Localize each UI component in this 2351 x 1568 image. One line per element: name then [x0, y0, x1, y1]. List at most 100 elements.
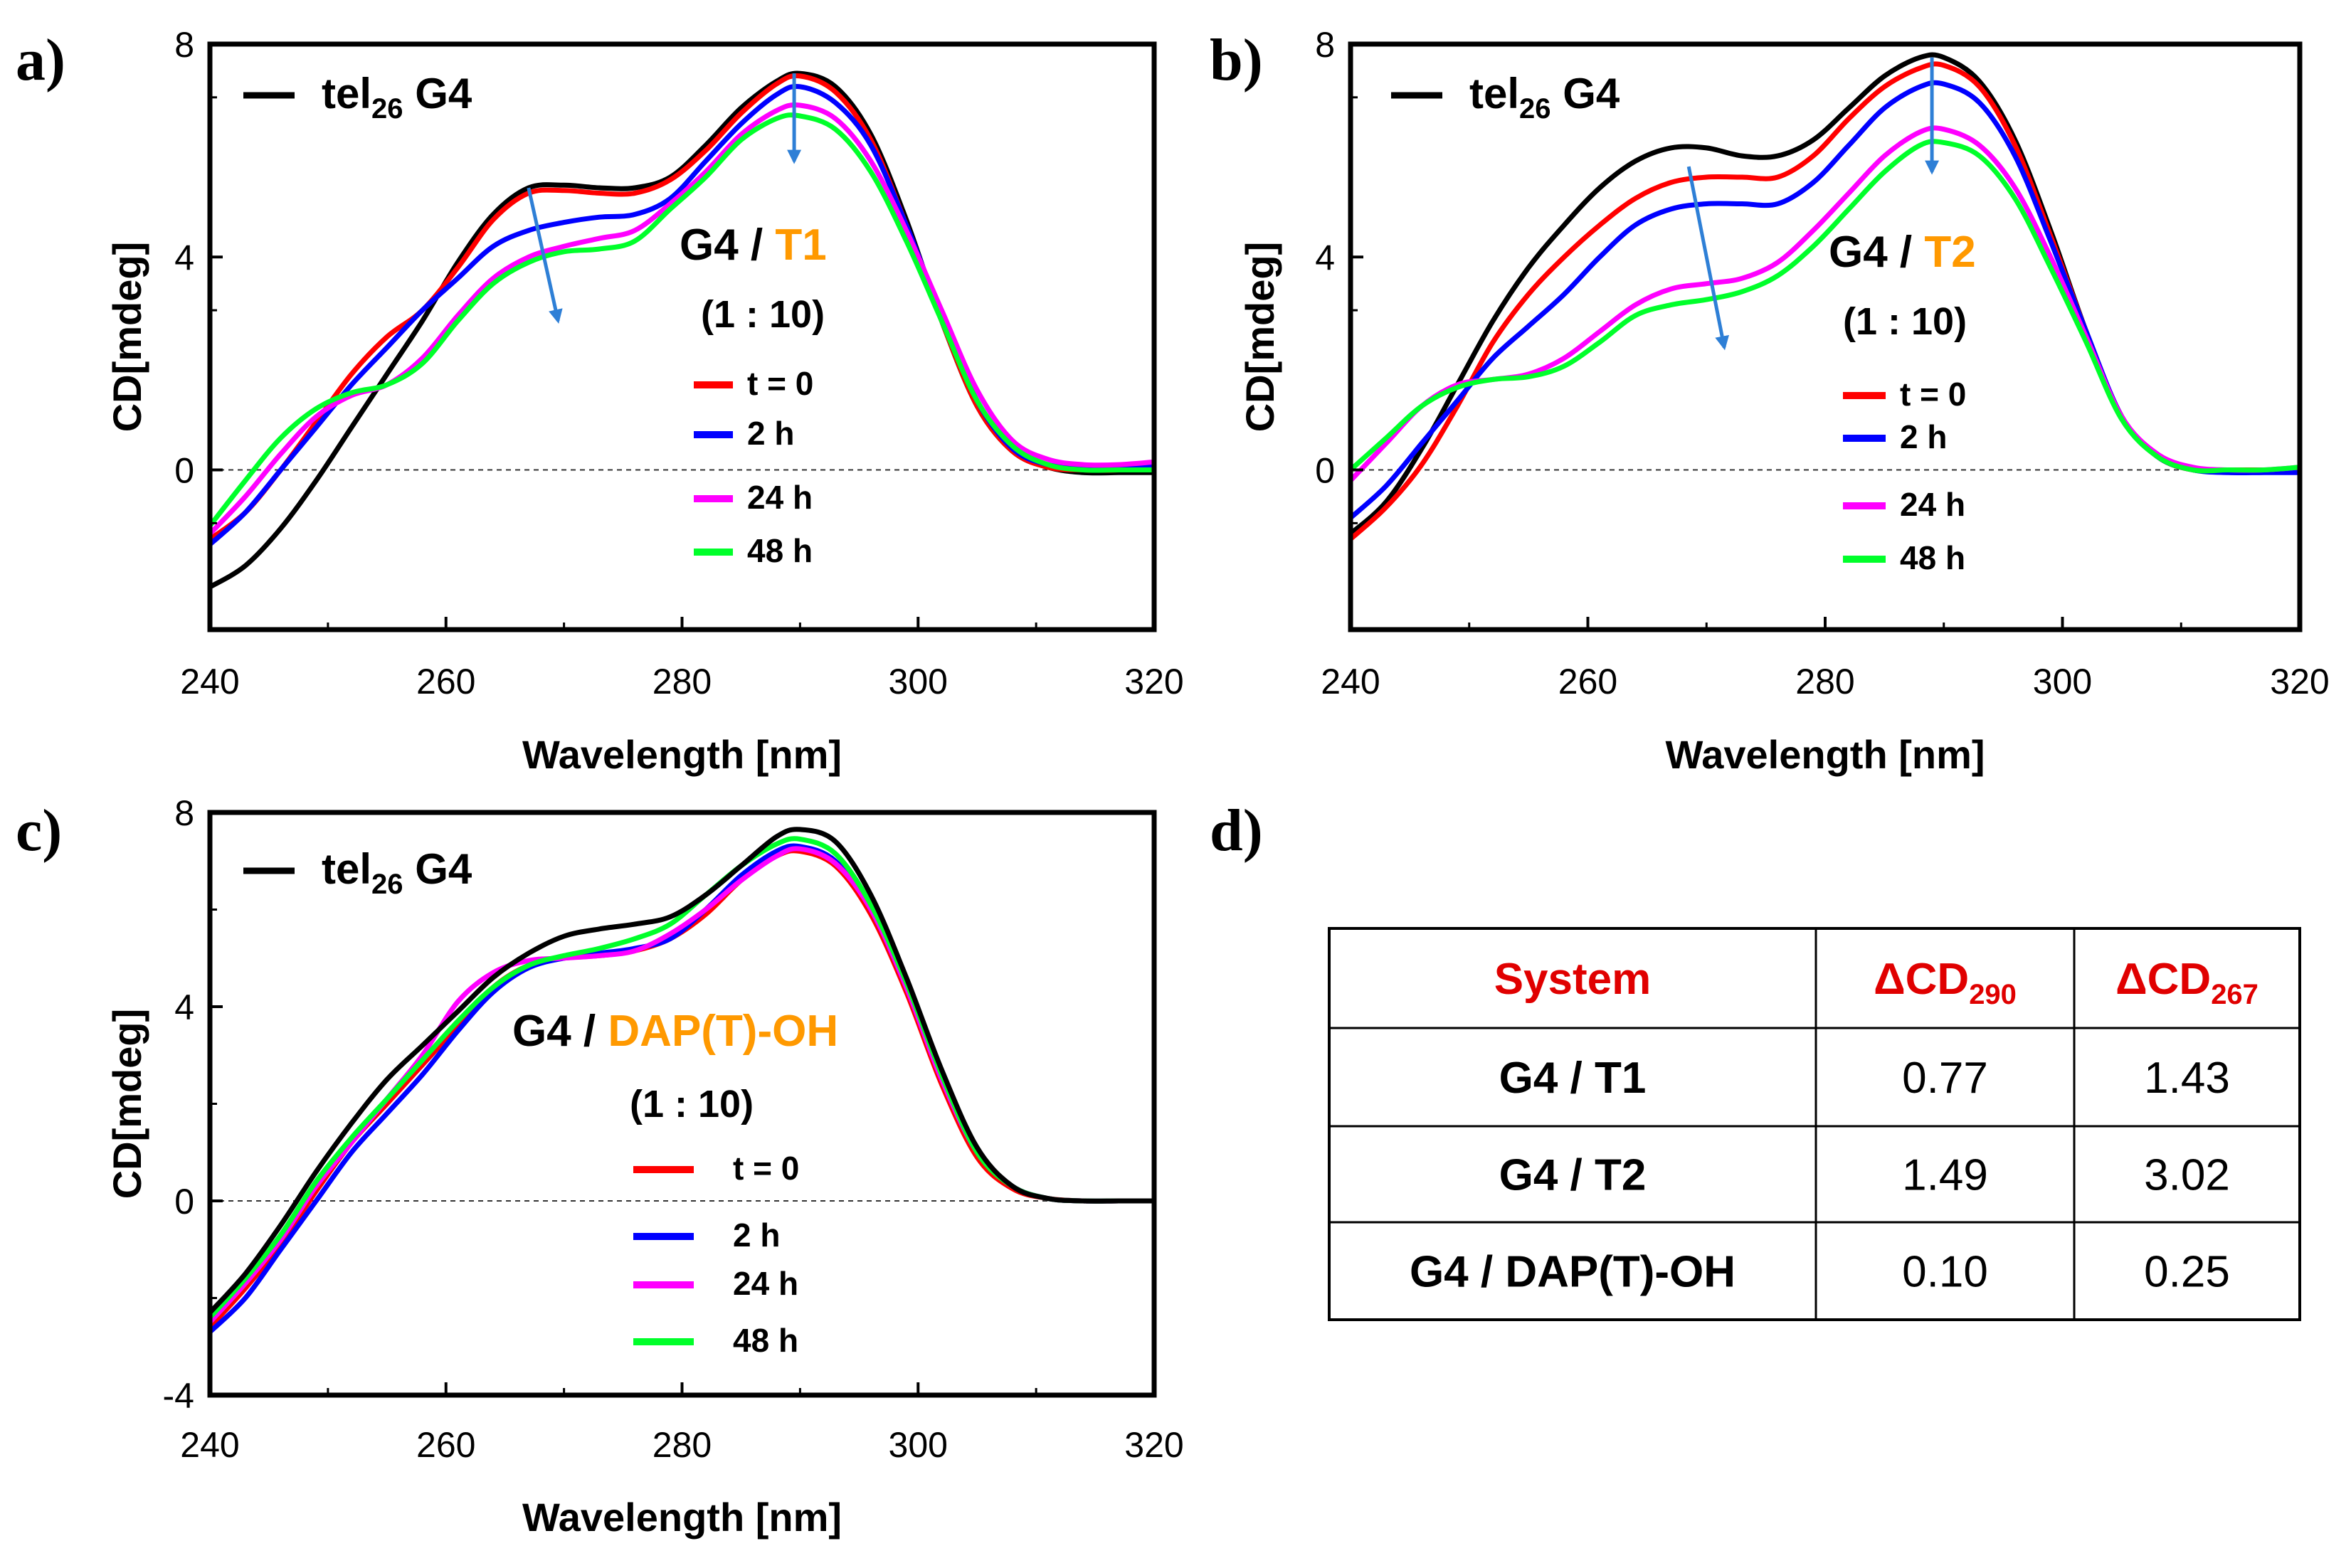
- legend-label-series: 48 h: [733, 1322, 798, 1359]
- y-tick-label: 4: [174, 987, 194, 1027]
- legend-label-series: 48 h: [747, 532, 813, 569]
- series-group: [210, 70, 1154, 590]
- legend-prefix: tel: [322, 845, 371, 893]
- legend-label-series: 2 h: [747, 415, 794, 452]
- ratio-label: (1 : 10): [701, 293, 825, 336]
- panel-letter: d): [1210, 798, 1263, 864]
- trend-arrow-0: [527, 187, 563, 324]
- panel-letter: c): [16, 798, 62, 864]
- header-main: ΔCD: [1874, 955, 1969, 1004]
- table-cell: 1.49: [1902, 1151, 1988, 1200]
- y-axis-title: CD[mdeg]: [1237, 242, 1282, 433]
- x-tick-label: 300: [2033, 662, 2092, 701]
- legend-suffix: G4: [403, 845, 472, 893]
- series-line-0: [1351, 52, 2300, 536]
- legend-label-series: 2 h: [733, 1217, 780, 1254]
- table-cell: 1.43: [2144, 1054, 2230, 1103]
- legend-label-series: 48 h: [1900, 539, 1965, 576]
- x-tick-label: 300: [889, 662, 948, 701]
- table-header-cell: System: [1494, 955, 1652, 1004]
- legend-label-series: 24 h: [733, 1265, 798, 1302]
- y-axis-title: CD[mdeg]: [105, 1009, 149, 1199]
- x-tick-label: 300: [889, 1425, 948, 1465]
- table-border: [1328, 927, 2301, 1321]
- legend-label-series: t = 0: [1900, 376, 1966, 413]
- panel-letter: b): [1210, 27, 1263, 93]
- x-axis-title: Wavelength [nm]: [522, 1495, 842, 1540]
- legend-label-series: t = 0: [747, 365, 813, 402]
- ratio-label: (1 : 10): [630, 1083, 754, 1125]
- chart-panel-1: b) 240 260 280 300 320 0 4 8 Wavelength [nm] CD[md…: [1210, 25, 2330, 777]
- system-ligand: T1: [775, 221, 826, 270]
- legend-label-tel26: tel26 G4: [322, 70, 472, 125]
- system-prefix: G4 /: [680, 221, 775, 270]
- system-ligand: DAP(T)-OH: [608, 1007, 838, 1056]
- x-tick-label: 260: [1558, 662, 1617, 701]
- table-cell: 0.77: [1902, 1054, 1988, 1103]
- trend-arrow-0: [1686, 166, 1729, 351]
- x-axis-title: Wavelength [nm]: [522, 732, 842, 777]
- legend-subscript: 26: [371, 869, 403, 900]
- y-tick-label: 8: [1315, 25, 1335, 65]
- series-line-1: [1351, 61, 2300, 542]
- header-subscript: 290: [1969, 979, 2017, 1010]
- table-cell: 0.25: [2144, 1248, 2230, 1297]
- system-prefix: G4 /: [1829, 228, 1924, 277]
- header-main: ΔCD: [2115, 955, 2211, 1004]
- x-tick-label: 280: [1795, 662, 1854, 701]
- x-tick-label: 320: [1124, 1425, 1183, 1465]
- chart-panel-0: a) 240 260 280 300 320 0 4 8 Wavelength [nm] CD[md…: [16, 25, 1184, 777]
- series-line-1: [210, 73, 1154, 542]
- legend-label-series: 24 h: [747, 479, 813, 516]
- table-cell: G4 / DAP(T)-OH: [1410, 1248, 1735, 1297]
- y-axis-title: CD[mdeg]: [105, 242, 149, 433]
- legend-label-tel26: tel26 G4: [322, 845, 472, 900]
- table-cell: 3.02: [2144, 1151, 2230, 1200]
- y-tick-label: 4: [174, 238, 194, 277]
- y-tick-label: -4: [163, 1376, 194, 1416]
- x-tick-label: 260: [416, 1425, 475, 1465]
- x-tick-label: 320: [1124, 662, 1183, 701]
- x-axis-title: Wavelength [nm]: [1665, 732, 1985, 777]
- system-ligand: T2: [1924, 228, 1975, 277]
- legend-label-series: t = 0: [733, 1150, 799, 1187]
- table-header-cell: ΔCD267: [2115, 955, 2258, 1010]
- series-line-4: [210, 827, 1154, 1315]
- legend-label-series: 2 h: [1900, 418, 1947, 455]
- legend-prefix: tel: [1469, 70, 1519, 117]
- legend-suffix: G4: [1551, 70, 1620, 117]
- y-tick-label: 0: [174, 451, 194, 491]
- y-tick-label: 8: [174, 793, 194, 833]
- x-tick-label: 260: [416, 662, 475, 701]
- table-header-cell: ΔCD290: [1874, 955, 2017, 1010]
- x-tick-label: 280: [653, 1425, 712, 1465]
- legend-label-tel26: tel26 G4: [1469, 70, 1620, 125]
- x-tick-label: 320: [2270, 662, 2329, 701]
- y-tick-label: 0: [174, 1182, 194, 1222]
- x-tick-label: 240: [180, 1425, 239, 1465]
- legend-prefix: tel: [322, 70, 371, 117]
- system-prefix: G4 /: [512, 1007, 608, 1056]
- system-label: G4 / T1: [680, 221, 827, 270]
- plot-frame: [207, 41, 1157, 632]
- series-group: [1351, 52, 2300, 542]
- table-cell: 0.10: [1902, 1248, 1988, 1297]
- legend-subscript: 26: [1519, 93, 1551, 125]
- chart-panel-2: c) 240 260 280 300 320 -4 0 4 8 Wavelength [nm] CD[…: [16, 793, 1184, 1540]
- series-line-3: [1351, 125, 2300, 483]
- series-line-0: [210, 70, 1154, 590]
- header-main: System: [1494, 955, 1652, 1004]
- x-tick-label: 280: [653, 662, 712, 701]
- series-line-4: [1351, 139, 2300, 474]
- legend-suffix: G4: [403, 70, 472, 117]
- x-tick-label: 240: [1321, 662, 1380, 701]
- y-tick-label: 4: [1315, 238, 1335, 277]
- series-line-4: [210, 112, 1154, 529]
- system-label: G4 / DAP(T)-OH: [512, 1007, 838, 1056]
- legend-subscript: 26: [371, 93, 403, 125]
- panel-letter: a): [16, 27, 65, 93]
- table-cell: G4 / T2: [1499, 1151, 1647, 1200]
- x-tick-label: 240: [180, 662, 239, 701]
